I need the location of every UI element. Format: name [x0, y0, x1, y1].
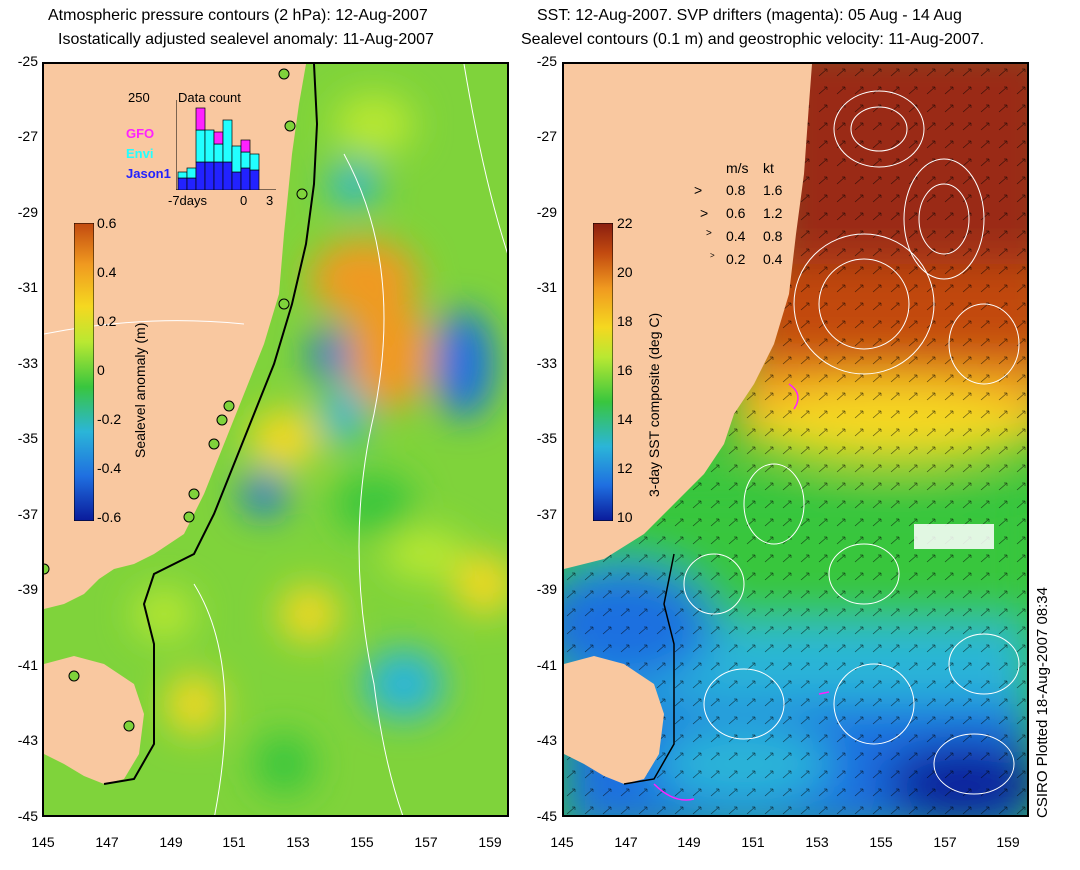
- right-lon-label: 159: [996, 834, 1020, 850]
- sst-tick-20: 20: [617, 264, 633, 280]
- left-lat-label: -29: [17, 204, 38, 220]
- left-lat-label: -37: [17, 506, 38, 522]
- sst-tick-12: 12: [617, 460, 633, 476]
- left-lat-label: -35: [17, 430, 38, 446]
- legend-arrow-0.8: >: [694, 182, 703, 198]
- legend-jason1: Jason1: [126, 166, 171, 181]
- left-lon-label: 149: [159, 834, 183, 850]
- left-lon-label: 159: [478, 834, 502, 850]
- right-lat-label: -39: [536, 581, 557, 597]
- left-lat-label: -33: [17, 355, 38, 371]
- right-lat-label: -45: [536, 808, 557, 824]
- right-title-line1: SST: 12-Aug-2007. SVP drifters (magenta)…: [537, 7, 962, 24]
- legend-gfo: GFO: [126, 126, 155, 141]
- legend-ms-0.2: 0.2: [726, 251, 746, 267]
- right-lon-label: 149: [677, 834, 701, 850]
- inset-title: Data count: [178, 90, 241, 105]
- right-lon-label: 153: [805, 834, 829, 850]
- legend-kt-1.2: 1.2: [763, 205, 783, 221]
- right-lat-label: -25: [536, 53, 557, 69]
- right-lat-label: -43: [536, 732, 557, 748]
- left-lat-label: -39: [17, 581, 38, 597]
- data-count-inset: 250 Data count GFO Envi Jason1 -7days 0 …: [120, 88, 280, 208]
- legend-ms-0.8: 0.8: [726, 182, 746, 198]
- right-lat-label: -27: [536, 128, 557, 144]
- left-lon-label: 157: [414, 834, 438, 850]
- left-lat-label: -31: [17, 279, 38, 295]
- left-lat-label: -43: [17, 732, 38, 748]
- right-lat-label: -33: [536, 355, 557, 371]
- inset-x-label-zero: 0: [240, 193, 248, 208]
- sla-tick-neg0.4: -0.4: [97, 460, 122, 476]
- sst-tick-16: 16: [617, 362, 633, 378]
- sst-map-panel: [562, 62, 1029, 817]
- left-title-line2: Isostatically adjusted sealevel anomaly:…: [58, 31, 434, 48]
- right-lat-label: -41: [536, 657, 557, 673]
- left-lat-label: -41: [17, 657, 38, 673]
- sealevel-colorbar: [74, 223, 94, 521]
- sst-tick-22: 22: [617, 215, 633, 231]
- left-lat-label: -27: [17, 128, 38, 144]
- left-lat-label: -25: [17, 53, 38, 69]
- sealevel-map: [44, 64, 507, 815]
- left-title-line1: Atmospheric pressure contours (2 hPa): 1…: [48, 7, 428, 24]
- right-lat-label: -37: [536, 506, 557, 522]
- right-lon-label: 157: [933, 834, 957, 850]
- sst-colorbar: [593, 223, 613, 521]
- legend-kt-0.4: 0.4: [763, 251, 783, 267]
- sla-tick-neg0.2: -0.2: [97, 411, 122, 427]
- inset-count-max: 250: [128, 90, 150, 105]
- right-lat-label: -31: [536, 279, 557, 295]
- legend-envi: Envi: [126, 146, 154, 161]
- right-title-line2: Sealevel contours (0.1 m) and geostrophi…: [521, 31, 985, 48]
- sst-tick-14: 14: [617, 411, 633, 427]
- plot-credit: CSIRO Plotted 18-Aug-2007 08:34: [1034, 587, 1051, 818]
- sla-colorbar-label: Sealevel anomaly (m): [132, 322, 148, 458]
- sealevel-map-panel: [42, 62, 509, 817]
- legend-ms-0.4: 0.4: [726, 228, 746, 244]
- sla-tick-0.2: 0.2: [97, 313, 117, 329]
- right-lat-label: -35: [536, 430, 557, 446]
- legend-header-ms: m/s: [726, 160, 749, 176]
- sla-tick-0.4: 0.4: [97, 264, 117, 280]
- inset-bars: [176, 100, 276, 190]
- left-lon-label: 145: [31, 834, 55, 850]
- inset-x-label-end: 3: [266, 193, 274, 208]
- right-lon-label: 155: [869, 834, 893, 850]
- legend-arrow-0.6: >: [700, 205, 709, 221]
- sst-tick-10: 10: [617, 509, 633, 525]
- left-lon-label: 151: [222, 834, 246, 850]
- legend-header-kt: kt: [763, 160, 774, 176]
- sst-map: [564, 64, 1027, 815]
- sla-tick-0: 0: [97, 362, 105, 378]
- sla-tick-0.6: 0.6: [97, 215, 117, 231]
- legend-arrow-0.2: >: [710, 251, 715, 260]
- right-lon-label: 151: [741, 834, 765, 850]
- legend-kt-1.6: 1.6: [763, 182, 783, 198]
- legend-ms-0.6: 0.6: [726, 205, 746, 221]
- velocity-legend: m/s kt > 0.8 1.6 > 0.6 1.2 > 0.4 0.8 > 0…: [690, 160, 810, 275]
- legend-kt-0.8: 0.8: [763, 228, 783, 244]
- left-lon-label: 153: [286, 834, 310, 850]
- left-lon-label: 155: [350, 834, 374, 850]
- left-lon-label: 147: [95, 834, 119, 850]
- inset-x-label-start: -7days: [168, 193, 208, 208]
- legend-arrow-0.4: >: [706, 228, 712, 239]
- right-lon-label: 147: [614, 834, 638, 850]
- right-lon-label: 145: [550, 834, 574, 850]
- right-lat-label: -29: [536, 204, 557, 220]
- sla-tick-neg0.6: -0.6: [97, 509, 122, 525]
- sst-tick-18: 18: [617, 313, 633, 329]
- sst-colorbar-label: 3-day SST composite (deg C): [646, 312, 662, 497]
- left-lat-label: -45: [17, 808, 38, 824]
